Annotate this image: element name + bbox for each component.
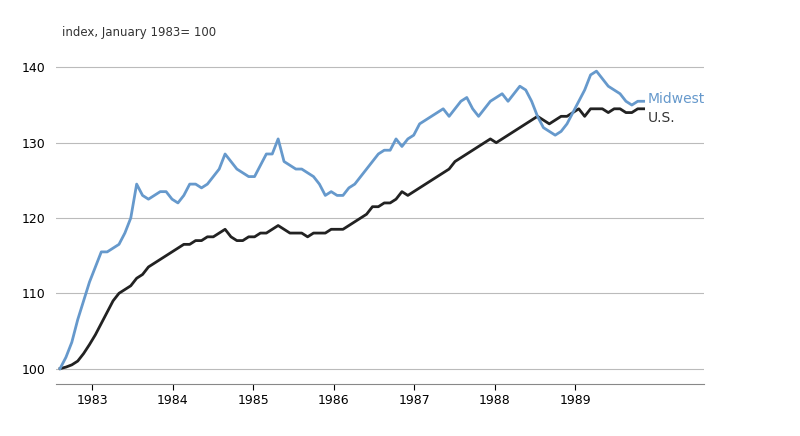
Text: index, January 1983= 100: index, January 1983= 100 xyxy=(62,26,217,39)
Text: Midwest: Midwest xyxy=(648,92,705,106)
Text: U.S.: U.S. xyxy=(648,111,675,125)
